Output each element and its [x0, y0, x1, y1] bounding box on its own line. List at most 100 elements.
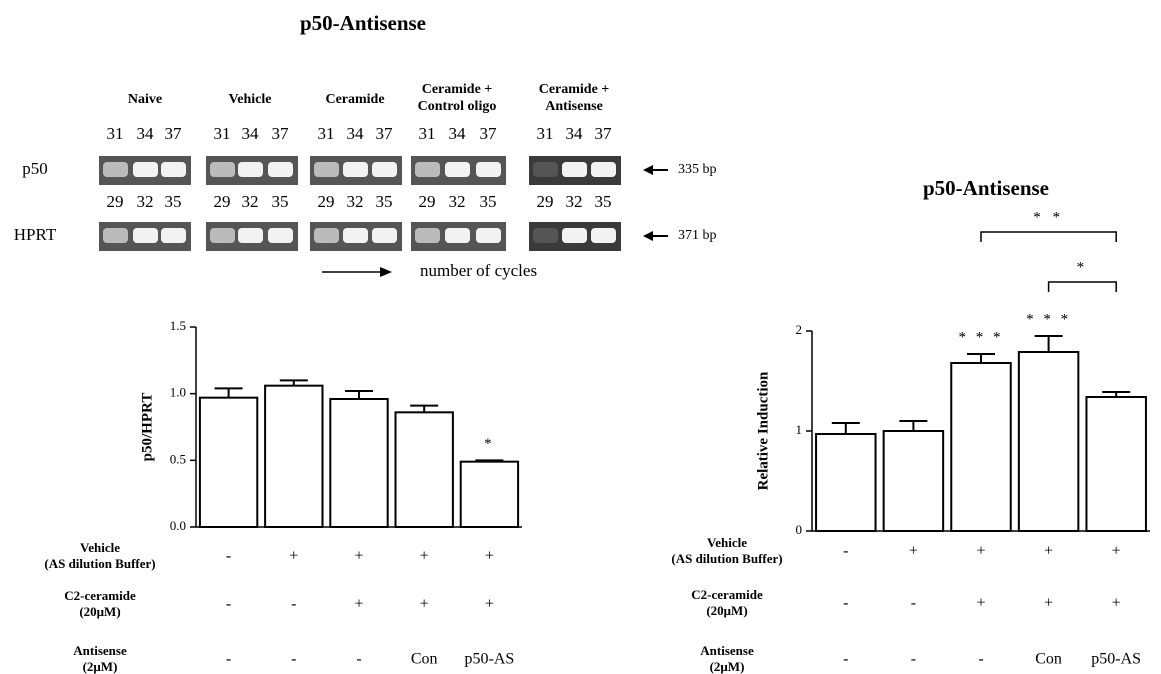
error-bar	[410, 406, 438, 413]
error-bar	[967, 354, 995, 363]
arrowhead	[380, 267, 392, 277]
treatment-label: Antisense	[700, 643, 754, 658]
gel-band	[372, 162, 397, 177]
treatment-value: Con	[411, 651, 438, 668]
bar	[200, 398, 257, 527]
gel-band	[238, 228, 263, 243]
cycle-number: 34	[242, 124, 260, 143]
gel-band	[476, 162, 501, 177]
group-label: Control oligo	[418, 99, 497, 114]
gel-band	[533, 228, 558, 243]
band-size: 371 bp	[678, 228, 717, 243]
gel-band	[591, 228, 616, 243]
cycle-number: 35	[595, 192, 612, 211]
cycle-number: 31	[214, 124, 231, 143]
gel-band	[343, 228, 368, 243]
treatment-value: -	[226, 651, 231, 668]
gel-band	[210, 228, 235, 243]
cycle-number: 37	[480, 124, 498, 143]
treatment-value: -	[843, 543, 848, 560]
cycle-number: 31	[537, 124, 554, 143]
gel-band	[103, 228, 128, 243]
comparison-label: * *	[1033, 209, 1064, 225]
cycle-number: 32	[242, 192, 259, 211]
comparison-label: *	[1077, 259, 1089, 275]
gel-band	[161, 162, 186, 177]
treatment-value: -	[291, 596, 296, 613]
bar	[1019, 352, 1078, 531]
y-tick-label: 0	[796, 522, 803, 537]
gel-band	[133, 228, 158, 243]
treatment-value: -	[911, 651, 916, 668]
error-bar	[215, 388, 243, 397]
treatment-value: +	[976, 543, 985, 560]
treatment-label: (2μM)	[83, 659, 118, 674]
gel-band	[562, 162, 587, 177]
treatment-label: Antisense	[73, 643, 127, 658]
gel-band	[161, 228, 186, 243]
cycle-number: 37	[272, 124, 290, 143]
group-label: Ceramide +	[539, 82, 610, 97]
gel-band	[415, 162, 440, 177]
cycle-number: 35	[480, 192, 497, 211]
group-label: Vehicle	[228, 92, 271, 107]
gel-band	[238, 162, 263, 177]
error-bar	[899, 421, 927, 431]
group-label: Antisense	[545, 99, 603, 114]
treatment-value: +	[1112, 595, 1121, 612]
cycle-number: 35	[376, 192, 393, 211]
bracket	[981, 232, 1116, 242]
gel-band	[210, 162, 235, 177]
treatment-value: -	[226, 596, 231, 613]
treatment-value: +	[909, 543, 918, 560]
significance: *	[484, 436, 495, 452]
cycle-number: 34	[347, 124, 365, 143]
chart-title: p50-Antisense	[923, 176, 1049, 200]
y-tick-label: 0.0	[170, 518, 186, 533]
treatment-label: C2-ceramide	[691, 587, 763, 602]
row-label: HPRT	[14, 225, 57, 244]
y-tick-label: 1	[796, 422, 803, 437]
cycle-number: 29	[214, 192, 231, 211]
cycle-number: 37	[595, 124, 613, 143]
gel-band	[562, 228, 587, 243]
bar	[884, 431, 943, 531]
gel-band	[476, 228, 501, 243]
error-bar	[1035, 336, 1063, 352]
gel-band	[415, 228, 440, 243]
bar	[396, 412, 453, 527]
bar	[1086, 397, 1145, 531]
treatment-value: +	[289, 548, 298, 565]
group-label: Ceramide	[325, 92, 384, 107]
treatment-value: +	[1044, 595, 1053, 612]
treatment-value: +	[485, 548, 494, 565]
cycle-number: 34	[566, 124, 584, 143]
treatment-value: -	[356, 651, 361, 668]
arrowhead	[643, 165, 653, 175]
treatment-value: -	[843, 595, 848, 612]
treatment-value: +	[420, 596, 429, 613]
y-tick-label: 1.0	[170, 385, 186, 400]
treatment-value: -	[291, 651, 296, 668]
y-tick-label: 0.5	[170, 451, 186, 466]
y-tick-label: 1.5	[170, 318, 186, 333]
cycle-number: 32	[347, 192, 364, 211]
figure: p50-Antisense Naive 31 34 37 29 32 35 Vehicle 31…	[0, 0, 1161, 674]
treatment-label: Vehicle	[707, 535, 747, 550]
gel-band	[103, 162, 128, 177]
gel-band	[268, 228, 293, 243]
cycle-number: 29	[419, 192, 436, 211]
gel-band	[445, 228, 470, 243]
treatment-value: +	[420, 548, 429, 565]
treatment-value: +	[976, 595, 985, 612]
treatment-value: -	[226, 548, 231, 565]
treatment-value: -	[911, 595, 916, 612]
group-label: Naive	[128, 92, 162, 107]
cycle-number: 34	[449, 124, 467, 143]
significance: * * *	[1026, 311, 1071, 327]
gel-band	[372, 228, 397, 243]
gel-band	[445, 162, 470, 177]
arrowhead	[643, 231, 653, 241]
cycle-number: 29	[537, 192, 554, 211]
cycles-note: number of cycles	[420, 261, 537, 280]
